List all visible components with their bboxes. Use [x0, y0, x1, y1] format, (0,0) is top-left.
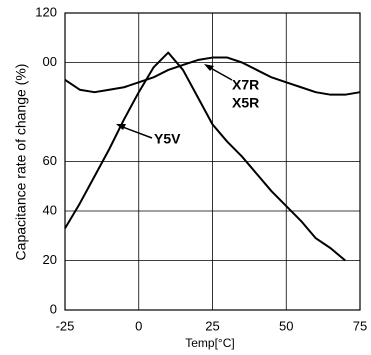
- annotation: X5R: [232, 95, 259, 111]
- y-tick-label: 0: [50, 301, 57, 316]
- y-tick-label: 20: [43, 252, 57, 267]
- x-tick-label: -25: [56, 318, 75, 333]
- y-tick-label: 40: [43, 202, 57, 217]
- annotation: X7R: [232, 77, 259, 93]
- y-tick-label: 120: [35, 4, 57, 19]
- annotation: Y5V: [154, 131, 181, 147]
- line-series: [64, 56, 361, 96]
- arrow-head: [204, 64, 214, 71]
- y-tick-label: 60: [43, 153, 57, 168]
- y-axis-label: Capacitance rate of change (%): [13, 64, 29, 261]
- x-tick-label: 25: [205, 318, 219, 333]
- x-axis-label: Temp[°C]: [185, 336, 234, 350]
- x-tick-label: 0: [135, 318, 142, 333]
- line-series: [64, 51, 346, 262]
- x-tick-label: 50: [279, 318, 293, 333]
- arrow: [119, 125, 153, 139]
- y-tick-label: 00: [43, 54, 57, 69]
- x-tick-label: 75: [353, 318, 367, 333]
